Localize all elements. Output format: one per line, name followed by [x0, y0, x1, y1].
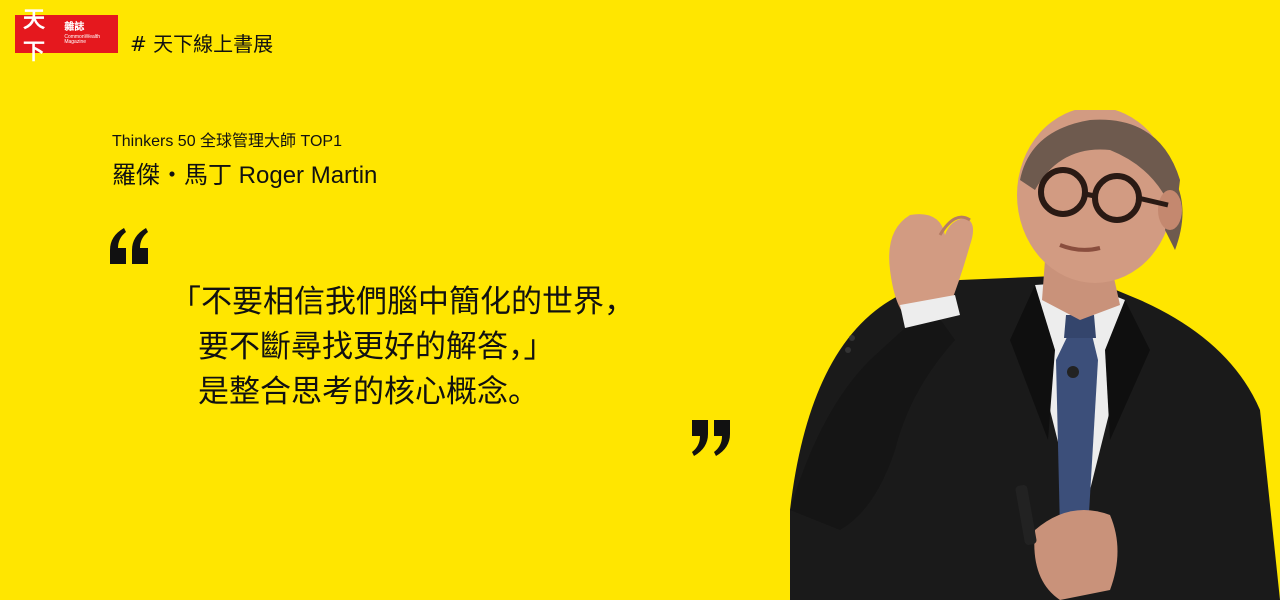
logo-english-text: CommonWealth Magazine — [64, 33, 101, 45]
hashtag: # 天下線上書展 — [130, 32, 274, 56]
speaker-name: 羅傑・馬丁 Roger Martin — [112, 162, 378, 189]
quote-line-3: 是整合思考的核心概念。 — [198, 374, 539, 410]
open-quote-icon — [110, 228, 148, 264]
logo-side-text: 雜誌 — [64, 21, 85, 33]
close-quote-icon — [692, 420, 730, 456]
brand-logo: 天下 雜誌 CommonWealth Magazine — [15, 7, 118, 65]
quote-line-1: 「不要相信我們腦中簡化的世界， — [170, 284, 635, 320]
logo-main-text: 天下 — [23, 7, 45, 65]
speaker-subtitle: Thinkers 50 全球管理大師 TOP1 — [112, 133, 342, 150]
speaker-portrait — [790, 110, 1280, 600]
logo-side: 雜誌 CommonWealth Magazine — [64, 21, 118, 46]
quote-line-2: 要不斷尋找更好的解答，」 — [198, 329, 555, 365]
quote-block: 「不要相信我們腦中簡化的世界， 要不斷尋找更好的解答，」 是整合思考的核心概念。 — [170, 280, 635, 415]
